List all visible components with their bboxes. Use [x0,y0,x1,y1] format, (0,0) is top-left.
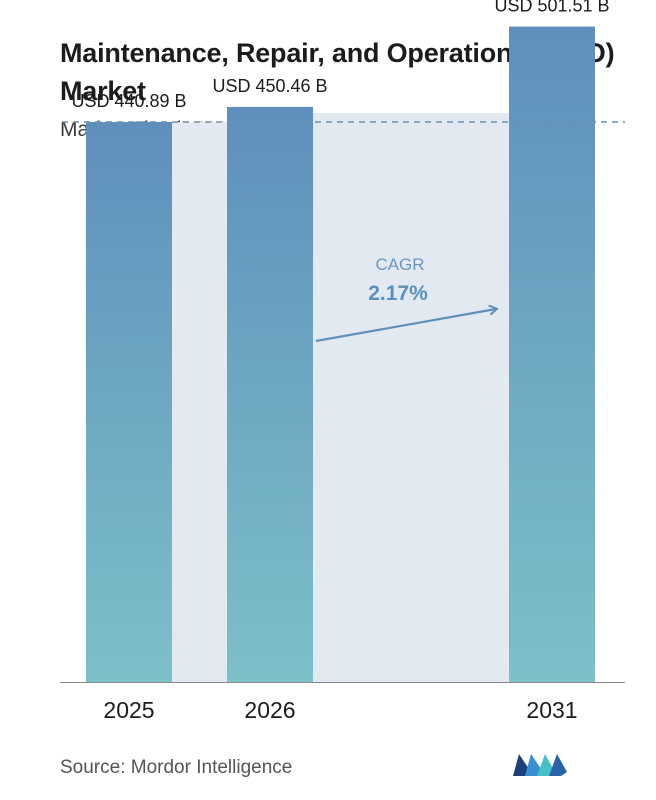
x-tick-labels-group: 2025 2026 2031 [103,697,577,723]
bar-chart: CAGR 2.17% USD 440.89 B USD 450.46 B USD 5… [60,0,625,723]
data-label-2025: USD 440.89 B [71,91,186,111]
cagr-annotation: CAGR 2.17% [315,255,496,343]
band-2025-2026 [172,121,227,683]
cagr-label: CAGR [375,255,424,274]
cagr-arrow [315,309,496,343]
cagr-value: 2.17% [368,282,428,305]
x-tick-2026: 2026 [244,697,295,723]
source-text: Source: Mordor Intelligence [60,757,293,778]
background-bands [172,112,509,683]
x-tick-2025: 2025 [103,697,154,723]
data-labels-group: USD 440.89 B USD 450.46 B USD 501.51 B [71,0,609,111]
data-label-2026: USD 450.46 B [212,76,327,96]
data-label-2031: USD 501.51 B [494,0,609,16]
band-2026-2031 [313,112,509,683]
bars-group [86,26,595,683]
x-tick-2031: 2031 [526,697,577,723]
mordor-intelligence-logo-icon [513,754,567,776]
bar-2025 [86,121,172,683]
bar-2026 [227,106,313,683]
bar-2031 [509,26,595,682]
